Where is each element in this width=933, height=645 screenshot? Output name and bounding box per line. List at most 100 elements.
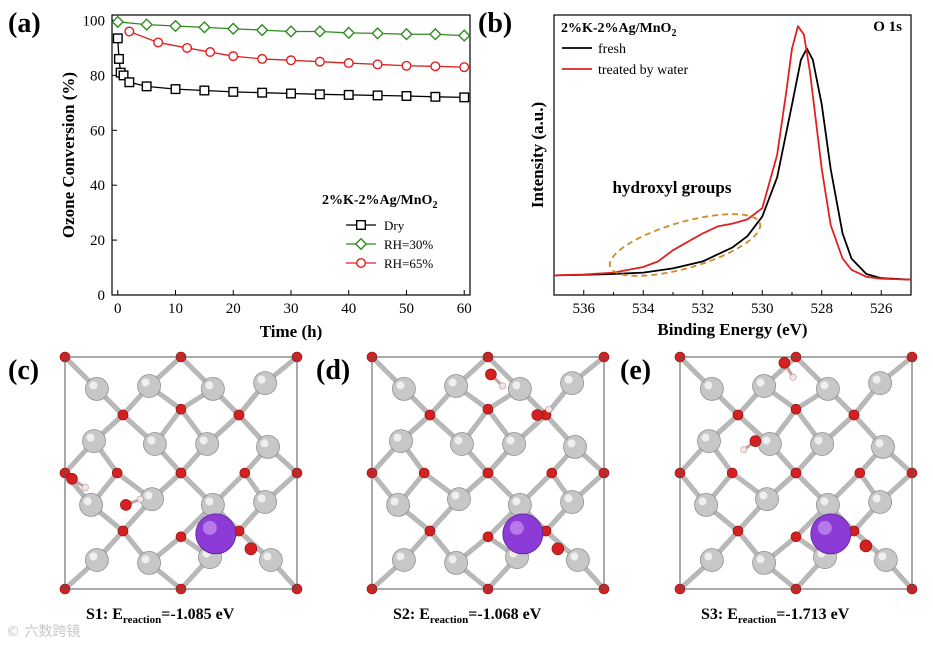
oxygen-atom bbox=[482, 531, 494, 543]
data-point-diamond bbox=[111, 15, 125, 29]
data-point-square bbox=[401, 90, 412, 101]
free-oxygen-atom bbox=[859, 539, 873, 553]
data-point-diamond bbox=[313, 25, 327, 38]
y-tick-label-a: 20 bbox=[90, 233, 105, 249]
panel-label-b: (b) bbox=[478, 8, 513, 39]
oxygen-atom bbox=[790, 467, 802, 479]
atom-highlight bbox=[448, 555, 457, 564]
legend-marker bbox=[354, 237, 368, 251]
hydrogen-atom bbox=[499, 382, 507, 390]
structure-d bbox=[366, 351, 610, 595]
oxygen-atom bbox=[790, 531, 802, 543]
atom-highlight bbox=[257, 494, 266, 503]
data-point-circle bbox=[286, 55, 297, 66]
manganese-atom bbox=[137, 374, 161, 398]
data-point-circle bbox=[124, 26, 135, 37]
data-point-diamond bbox=[400, 27, 413, 41]
manganese-atom bbox=[560, 371, 585, 395]
manganese-atom bbox=[253, 371, 278, 395]
x-tick-label-b: 534 bbox=[632, 301, 655, 317]
atom-highlight bbox=[512, 381, 521, 390]
y-tick-label-a: 80 bbox=[90, 68, 105, 84]
data-point-circle bbox=[153, 37, 164, 48]
manganese-atom bbox=[143, 432, 167, 456]
caption-e: S3: Ereaction=-1.713 eV bbox=[701, 606, 850, 627]
manganese-atom bbox=[392, 377, 416, 401]
data-point-circle bbox=[459, 62, 470, 73]
data-point-circle bbox=[257, 53, 268, 64]
manganese-atom bbox=[507, 492, 532, 517]
watermark: © 六数跨镜 bbox=[6, 624, 81, 640]
data-point-square bbox=[118, 70, 129, 81]
data-point-circle bbox=[182, 42, 193, 53]
panel-label-c: (c) bbox=[8, 355, 40, 386]
manganese-atom bbox=[444, 550, 468, 575]
data-point-square bbox=[199, 85, 210, 96]
legend-label-b: treated by water bbox=[598, 63, 689, 78]
atom-highlight bbox=[390, 497, 399, 506]
atom-highlight bbox=[205, 497, 214, 506]
atom-highlight bbox=[199, 436, 208, 445]
structure-e bbox=[674, 351, 918, 595]
data-point-diamond bbox=[140, 18, 153, 31]
data-point-square bbox=[286, 88, 297, 99]
manganese-atom bbox=[563, 435, 587, 459]
potassium-atom bbox=[195, 513, 237, 555]
manganese-atom bbox=[253, 490, 278, 514]
atom-highlight bbox=[875, 439, 884, 448]
atom-highlight bbox=[89, 381, 98, 390]
panel-label-d: (d) bbox=[316, 355, 351, 386]
data-point-diamond bbox=[255, 23, 269, 37]
atom-highlight bbox=[202, 520, 217, 535]
x-tick-label-a: 10 bbox=[168, 301, 183, 317]
atom-layer bbox=[366, 351, 610, 595]
atom-highlight bbox=[872, 494, 881, 503]
x-tick-label-a: 50 bbox=[399, 301, 414, 317]
oxygen-atom bbox=[732, 409, 744, 421]
atom-highlight bbox=[86, 433, 95, 442]
data-point-square bbox=[343, 89, 354, 100]
oxygen-atom bbox=[117, 409, 129, 421]
hydroxyl-oxygen-atom bbox=[485, 368, 497, 381]
x-tick-label-a: 40 bbox=[341, 301, 356, 317]
potassium-atom bbox=[502, 513, 544, 555]
oxygen-atom bbox=[117, 525, 129, 537]
manganese-atom bbox=[700, 548, 724, 572]
oxygen-atom bbox=[418, 467, 430, 479]
atom-highlight bbox=[454, 436, 463, 445]
hydrogen-atom bbox=[136, 495, 144, 503]
oxygen-atom bbox=[424, 409, 436, 421]
atom-highlight bbox=[704, 552, 713, 561]
atom-highlight bbox=[396, 381, 405, 390]
data-point-square bbox=[170, 84, 181, 95]
hydroxyl-oxygen-atom bbox=[531, 409, 544, 421]
atom-highlight bbox=[872, 375, 881, 384]
watermark-icon: © bbox=[6, 624, 20, 640]
atom-highlight bbox=[759, 491, 768, 500]
atom-layer bbox=[674, 351, 918, 595]
atom-highlight bbox=[564, 375, 573, 384]
manganese-atom bbox=[79, 492, 103, 517]
data-point-circle bbox=[205, 47, 216, 58]
data-point-circle bbox=[343, 58, 354, 69]
x-tick-label-b: 526 bbox=[870, 301, 893, 317]
oxygen-atom bbox=[111, 467, 123, 479]
atom-highlight bbox=[762, 436, 771, 445]
atom-highlight bbox=[257, 375, 266, 384]
manganese-atom bbox=[389, 429, 413, 453]
hydroxyl-ellipse bbox=[608, 213, 762, 277]
atom-highlight bbox=[817, 520, 832, 535]
plot-frame-b bbox=[553, 14, 912, 296]
panel-label-a: (a) bbox=[8, 8, 41, 39]
manganese-atom bbox=[755, 487, 779, 512]
hydrogen-atom bbox=[789, 373, 797, 381]
manganese-atom bbox=[700, 377, 724, 401]
manganese-atom bbox=[868, 490, 893, 514]
oxygen-atom bbox=[239, 467, 251, 479]
manganese-atom bbox=[444, 374, 468, 398]
atom-highlight bbox=[509, 520, 524, 535]
free-oxygen-atom bbox=[244, 542, 258, 556]
manganese-atom bbox=[256, 435, 280, 459]
manganese-atom bbox=[85, 548, 109, 572]
manganese-atom bbox=[815, 377, 840, 401]
